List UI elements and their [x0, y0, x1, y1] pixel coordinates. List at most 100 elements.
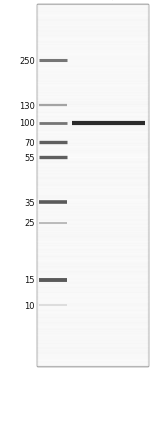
Bar — [37, 276, 148, 277]
Bar — [37, 56, 148, 57]
Bar — [37, 130, 148, 131]
Bar — [37, 187, 148, 188]
Bar — [37, 204, 148, 206]
Bar — [37, 177, 148, 178]
Bar — [37, 327, 148, 328]
Bar — [37, 58, 148, 59]
Bar — [37, 284, 148, 285]
Bar — [37, 149, 148, 150]
Bar — [37, 171, 148, 173]
Bar — [37, 51, 148, 52]
Bar — [37, 71, 148, 72]
Bar — [37, 144, 148, 145]
Bar — [37, 211, 148, 213]
Bar — [37, 332, 148, 333]
Bar — [37, 19, 148, 20]
Bar — [37, 180, 148, 181]
Bar — [37, 270, 148, 271]
Bar — [37, 354, 148, 355]
Bar — [37, 348, 148, 349]
Bar — [37, 297, 148, 298]
Bar — [37, 305, 148, 306]
Bar — [37, 309, 148, 310]
Bar — [37, 353, 148, 354]
Bar — [37, 109, 148, 110]
Bar — [37, 37, 148, 38]
Bar — [37, 133, 148, 134]
Bar — [37, 307, 148, 308]
Bar — [37, 298, 148, 299]
Bar — [37, 337, 148, 338]
Bar — [37, 194, 148, 196]
Bar — [37, 155, 148, 156]
Bar — [37, 310, 148, 311]
Bar — [37, 158, 148, 159]
Text: 10: 10 — [24, 301, 35, 310]
Bar — [37, 170, 148, 171]
Bar — [37, 89, 148, 90]
Bar — [37, 351, 148, 352]
Bar — [37, 313, 148, 314]
Bar — [37, 299, 148, 300]
Bar — [37, 96, 148, 97]
Bar — [37, 334, 148, 335]
Bar — [37, 125, 148, 126]
Text: 55: 55 — [24, 154, 35, 163]
Bar — [37, 163, 148, 164]
Bar — [37, 266, 148, 267]
Bar — [37, 44, 148, 45]
Bar — [37, 260, 148, 261]
Bar — [37, 169, 148, 170]
Bar — [37, 243, 148, 244]
Bar — [37, 200, 148, 201]
Bar — [37, 61, 148, 62]
Bar — [37, 362, 148, 363]
Bar — [37, 146, 148, 147]
Bar — [37, 60, 148, 61]
Bar — [37, 147, 148, 148]
Bar — [37, 50, 148, 51]
Bar — [37, 117, 148, 118]
Bar — [37, 13, 148, 14]
Bar — [37, 108, 148, 109]
Bar — [37, 128, 148, 129]
Bar — [37, 74, 148, 75]
Bar — [37, 88, 148, 89]
Bar — [37, 66, 148, 67]
Bar — [37, 338, 148, 339]
Bar — [37, 203, 148, 204]
Bar — [37, 106, 148, 107]
Bar — [37, 246, 148, 247]
Bar — [37, 198, 148, 200]
Bar — [37, 113, 148, 114]
Bar — [37, 325, 148, 326]
Bar — [37, 92, 148, 93]
Bar — [37, 107, 148, 108]
Bar — [37, 75, 148, 76]
Bar — [37, 91, 148, 92]
Bar — [37, 29, 148, 30]
Bar — [37, 248, 148, 250]
Bar — [37, 331, 148, 332]
Bar — [37, 178, 148, 180]
Bar — [37, 322, 148, 323]
Bar — [37, 265, 148, 266]
Bar — [37, 68, 148, 69]
Bar — [37, 326, 148, 327]
Bar — [37, 261, 148, 263]
Bar — [37, 105, 148, 106]
Bar — [37, 46, 148, 47]
Bar — [37, 244, 148, 246]
Bar — [37, 339, 148, 340]
Bar — [37, 263, 148, 264]
Bar — [37, 52, 148, 53]
Bar — [37, 247, 148, 248]
Bar — [37, 7, 148, 8]
Bar — [37, 210, 148, 211]
Bar — [37, 127, 148, 128]
Bar — [37, 100, 148, 101]
Bar — [37, 346, 148, 347]
Bar — [37, 294, 148, 295]
Bar — [37, 237, 148, 238]
Bar — [37, 28, 148, 29]
